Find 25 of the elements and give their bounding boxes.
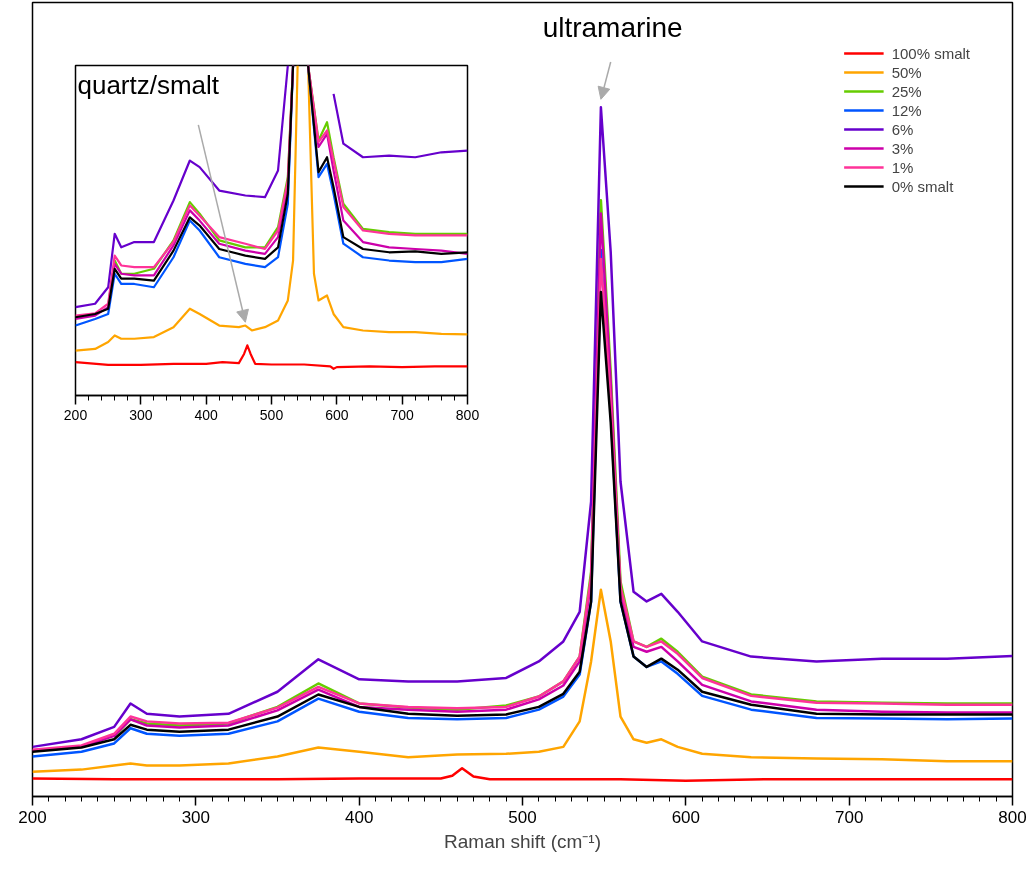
x-tick-label: 300	[129, 406, 153, 423]
annotation: ultramarine	[542, 12, 683, 44]
x-tick-label: 200	[18, 807, 47, 827]
x-tick-label: 600	[325, 406, 349, 423]
legend-label: 1%	[891, 158, 914, 176]
x-axis-title: Raman shift (cm⁻¹)	[444, 830, 601, 852]
x-tick-label: 700	[390, 406, 415, 423]
x-tick-label: 200	[63, 406, 88, 423]
x-tick-label: 400	[194, 406, 219, 423]
legend-label: 3%	[891, 139, 914, 157]
x-tick-label: 600	[671, 807, 701, 827]
x-tick-label: 800	[998, 807, 1027, 827]
annotation: quartz/smalt	[77, 70, 220, 101]
legend-label: 50%	[891, 63, 922, 81]
x-tick-label: 300	[181, 807, 211, 827]
x-tick-label: 500	[259, 406, 284, 423]
x-tick-label: 500	[508, 807, 537, 827]
x-tick-label: 400	[344, 807, 374, 827]
legend-label: 0% smalt	[891, 177, 954, 195]
x-tick-label: 700	[834, 807, 864, 827]
x-tick-label: 800	[455, 406, 480, 423]
legend-label: 100% smalt	[891, 44, 970, 62]
legend-label: 25%	[891, 82, 922, 100]
legend-label: 12%	[891, 101, 922, 119]
legend-label: 6%	[891, 120, 914, 138]
